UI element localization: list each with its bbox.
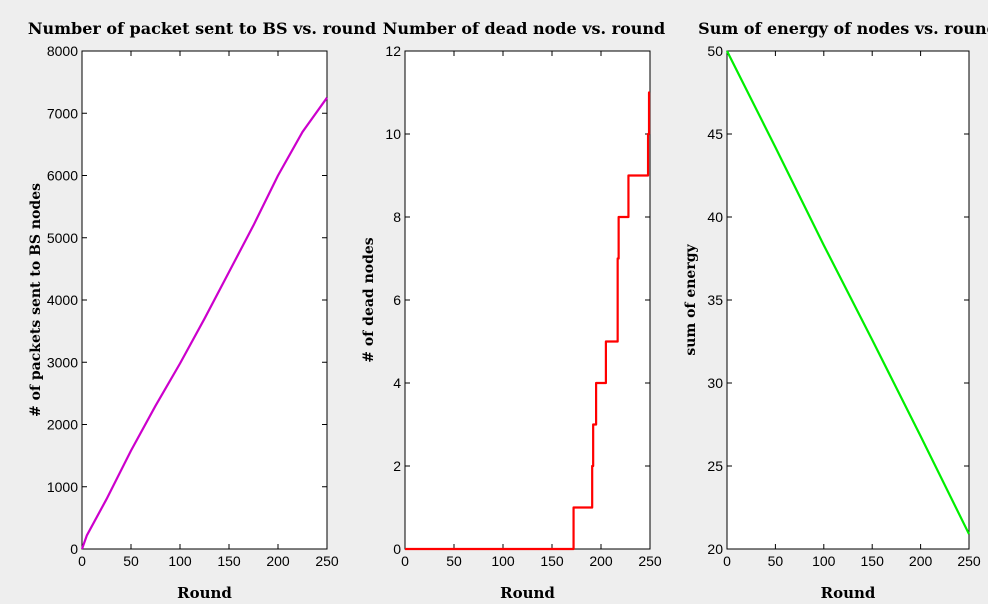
y-tick-label: 7000: [47, 105, 78, 121]
chart-dead-nodes: 0 50 100 150 200 250 0 2 4 6 8 10 12 Number of dead n…: [361, 19, 665, 602]
y-tick-label: 40: [707, 209, 723, 225]
chart-title-dead-nodes: Number of dead node vs. round: [383, 19, 665, 38]
x-tick-label: 100: [168, 553, 192, 569]
y-tick-label: 3000: [47, 354, 78, 370]
x-tick-label: 0: [78, 553, 86, 569]
x-axis-label-energy: Round: [821, 584, 876, 602]
series-line-dead-nodes: [405, 91, 651, 551]
y-tick-label: 4000: [47, 292, 78, 308]
y-tick-label: 2: [393, 458, 401, 474]
y-axis-label-packets: # of packets sent to BS nodes: [28, 183, 44, 417]
x-axis-label-dead-nodes: Round: [500, 584, 555, 602]
x-tick-label: 200: [266, 553, 290, 569]
y-tick-label: 4: [393, 375, 401, 391]
y-tick-label: 30: [707, 375, 723, 391]
y-tick-label: 0: [393, 541, 401, 557]
y-axis-label-dead-nodes: # of dead nodes: [361, 237, 377, 362]
series-line-energy: [726, 50, 970, 535]
x-tick-label: 250: [315, 553, 339, 569]
y-tick-label: 5000: [47, 230, 78, 246]
y-tick-label: 0: [70, 541, 78, 557]
x-tick-label: 100: [812, 553, 836, 569]
y-tick-label: 25: [707, 458, 723, 474]
y-tick-label: 50: [707, 43, 723, 59]
x-tick-label: 0: [723, 553, 731, 569]
x-tick-label: 0: [401, 553, 409, 569]
y-tick-label: 10: [385, 126, 401, 142]
y-axis-label-energy: sum of energy: [683, 244, 699, 356]
chart-title-packets: Number of packet sent to BS vs. round: [28, 19, 376, 38]
x-tick-label: 100: [491, 553, 515, 569]
y-tick-label: 6: [393, 292, 401, 308]
x-tick-label: 250: [957, 553, 981, 569]
plot-area-energy: [726, 50, 970, 550]
series-line-packets: [80, 97, 328, 550]
y-tick-label: 45: [707, 126, 723, 142]
y-tick-label: 8: [393, 209, 401, 225]
x-tick-label: 200: [589, 553, 613, 569]
x-tick-label: 150: [861, 553, 885, 569]
plot-area-dead-nodes: [404, 50, 651, 550]
x-tick-label: 150: [217, 553, 241, 569]
x-tick-label: 50: [123, 553, 139, 569]
x-tick-label: 200: [909, 553, 933, 569]
x-tick-label: 250: [638, 553, 662, 569]
y-tick-label: 1000: [47, 479, 78, 495]
chart-title-energy: Sum of energy of nodes vs. round: [698, 19, 988, 38]
x-tick-label: 50: [446, 553, 462, 569]
chart-energy: 0 50 100 150 200 250 20 25 30 35 40 45 50 Sum of ener…: [683, 19, 988, 602]
y-tick-label: 20: [707, 541, 723, 557]
chart-packets: 0 50 100 150 200 250 0 1000 2000 3000 4000 5000 6000…: [28, 19, 376, 602]
y-tick-label: 8000: [47, 43, 78, 59]
y-tick-label: 6000: [47, 168, 78, 184]
y-tick-label: 12: [385, 43, 401, 59]
x-tick-label: 50: [768, 553, 784, 569]
x-axis-label-packets: Round: [177, 584, 232, 602]
x-tick-label: 150: [540, 553, 564, 569]
y-tick-label: 35: [707, 292, 723, 308]
y-tick-label: 2000: [47, 417, 78, 433]
